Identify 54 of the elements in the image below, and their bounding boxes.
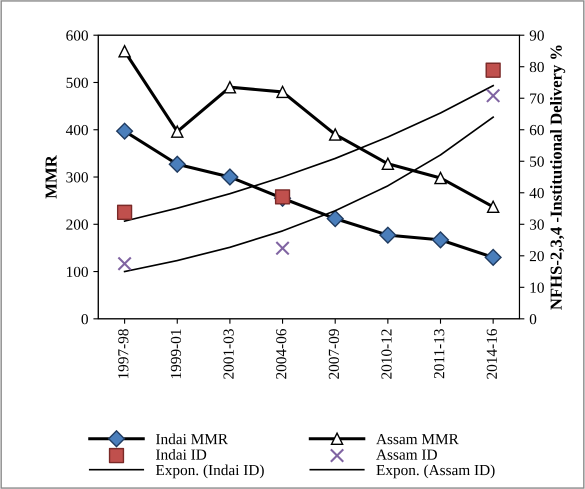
y-axis-title: MMR <box>46 155 57 198</box>
point <box>486 88 500 103</box>
y-tick-label: 500 <box>66 78 88 88</box>
point <box>116 204 132 220</box>
y-tick-label: 300 <box>66 172 88 182</box>
y2-tick-label: 40 <box>530 188 544 198</box>
point <box>434 172 447 184</box>
x-tick-label: 2004-06 <box>276 329 286 379</box>
y2-tick-label: 60 <box>530 124 544 136</box>
y2-tick-label: 80 <box>530 62 544 72</box>
y-tick-label: 200 <box>66 219 88 230</box>
y-tick-label: 100 <box>66 266 88 278</box>
point <box>432 231 450 248</box>
point <box>171 125 184 138</box>
point <box>221 168 238 186</box>
point <box>382 158 394 170</box>
x-tick-label: 2010-12 <box>381 329 392 379</box>
x-tick-label: 1997-98 <box>118 329 128 378</box>
point <box>168 156 186 173</box>
x-tick-label: 1999-01 <box>170 329 182 378</box>
y2-axis-title: NFHS-2,3,4 -Institutional Delivery % <box>550 45 566 310</box>
x-tick-label: 2007-09 <box>328 329 340 379</box>
y-tick-label: 0 <box>82 314 88 324</box>
point <box>274 189 290 205</box>
legend-label: Assam MMR <box>376 434 459 444</box>
y2-tick-label: 0 <box>530 314 536 324</box>
point <box>118 45 131 58</box>
legend-label: Indai ID <box>156 448 206 460</box>
y2-tick-label: 70 <box>530 93 544 104</box>
point <box>486 62 501 78</box>
point <box>224 80 236 94</box>
legend-label: Expon. (Indai ID) <box>156 464 264 478</box>
x-tick-label: 2014-16 <box>486 329 497 379</box>
point <box>275 240 290 256</box>
legend-label: Indai MMR <box>156 434 228 444</box>
point <box>117 256 132 271</box>
legend-label: Expon. (Assam ID) <box>376 464 495 478</box>
point <box>328 128 342 141</box>
point <box>116 122 134 140</box>
x-tick-label: 2001-03 <box>223 329 234 379</box>
y-tick-label: 400 <box>66 124 88 136</box>
y2-tick-label: 20 <box>530 250 544 262</box>
point <box>379 226 396 244</box>
point <box>326 210 344 228</box>
x-tick-label: 2011-13 <box>434 329 444 378</box>
point <box>486 200 500 214</box>
point <box>276 86 289 98</box>
y2-tick-label: 30 <box>530 219 544 230</box>
y2-tick-label: 50 <box>530 156 544 167</box>
point <box>484 248 502 266</box>
y-tick-label: 600 <box>66 30 88 41</box>
legend-label: Assam ID <box>376 449 437 460</box>
y2-tick-label: 90 <box>530 30 544 41</box>
y2-tick-label: 10 <box>530 282 544 293</box>
